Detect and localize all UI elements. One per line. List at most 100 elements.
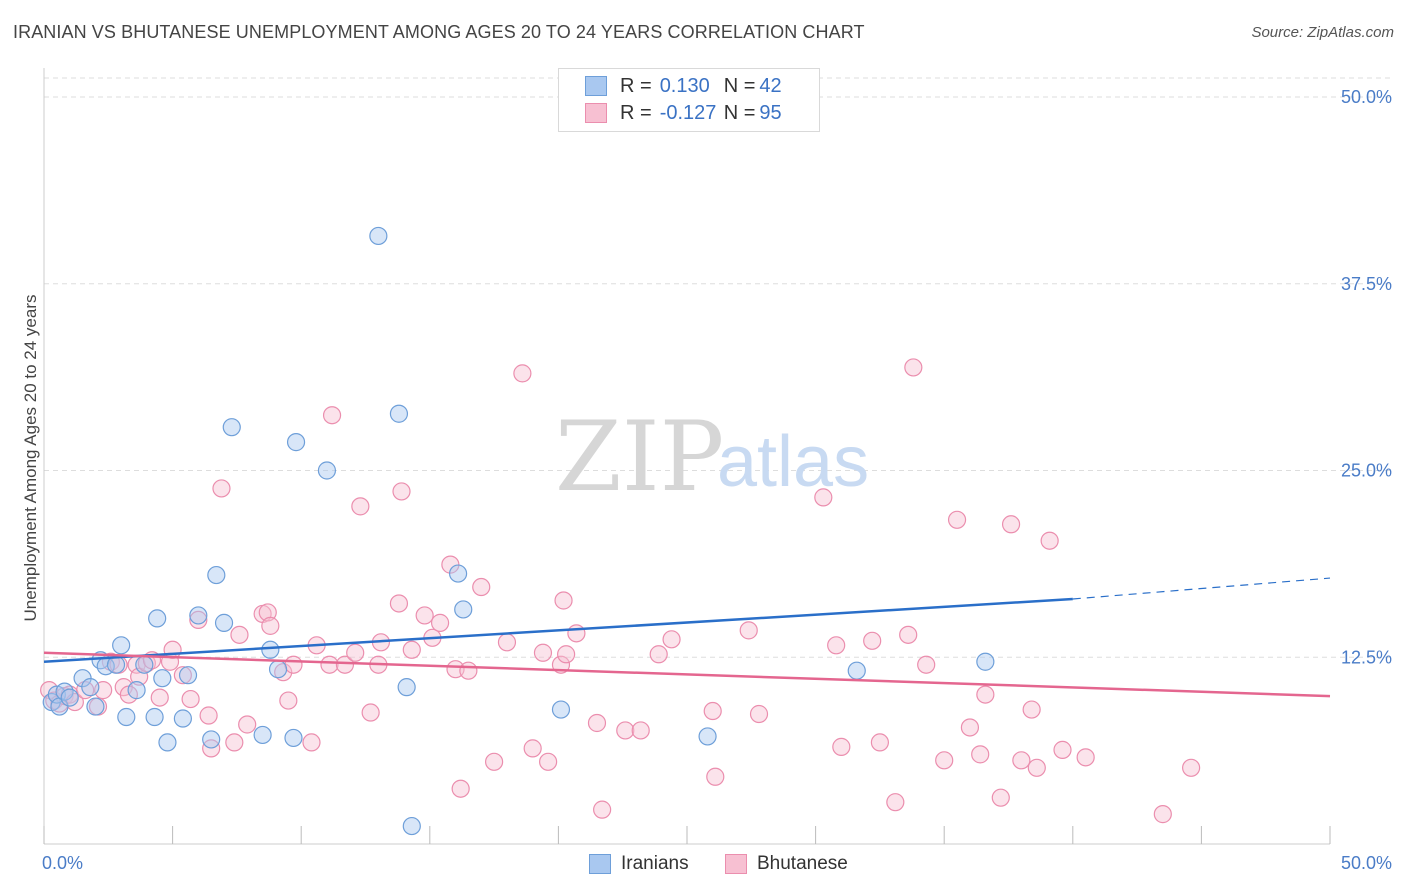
bhutanese-point [1027,758,1046,777]
series-legend-bhutanese-label: Bhutanese [757,853,848,874]
iranian-point [551,700,571,719]
bhutanese-point [917,655,936,674]
bhutanese-point [523,739,542,758]
iranian-point [178,666,198,685]
iranian-point [148,609,167,628]
iranian-point [402,816,421,836]
bhutanese-point [631,721,650,740]
bhutanese-point [814,488,833,507]
iranian-point [86,697,105,716]
chart-title: IRANIAN VS BHUTANESE UNEMPLOYMENT AMONG … [13,22,865,42]
bhutanese-point [935,751,954,770]
bhutanese-point [415,606,434,625]
bhutanese-point [199,706,218,725]
bhutanese-point [539,752,558,771]
bhutanese-point [322,406,342,425]
y-tick-label: 25.0% [1341,461,1392,481]
bhutanese-point [459,661,478,680]
bhutanese-point [258,603,277,622]
bhutanese-point [389,594,409,613]
x-tick-label: 50.0% [1341,853,1392,873]
series-legend-iranians-label: Iranians [621,853,689,874]
grid-lines [44,77,1392,658]
iranian-point [222,418,241,437]
bhutanese-point [703,701,722,721]
iranian-point [60,688,79,707]
bhutanese-point [947,510,967,529]
bhutanese-point [76,681,95,700]
series-legend-iranians-swatch [589,854,611,874]
bhutanese-point [150,688,169,707]
bhutanese-swatch [585,103,607,123]
bhutanese-point [212,479,231,498]
iranian-point [284,728,303,748]
bhutanese-r-value: -0.127 [659,101,717,124]
bhutanese-point [827,636,846,655]
bhutanese-point [557,645,576,664]
bhutanese-point [662,630,681,649]
iranian-point [135,655,154,674]
bhutanese-point [361,703,380,722]
iranian-point [448,564,468,583]
bhutanese-point [430,613,450,632]
bhutanese-point [189,610,208,630]
iranian-point [81,678,100,697]
bhutanese-point [567,624,586,643]
bhutanese-point [279,691,298,710]
bhutanese-point [971,745,990,764]
bhutanese-point [485,752,504,771]
iranian-point [189,606,208,625]
iranian-point [214,613,234,632]
bhutanese-point [392,482,411,501]
tick-labels: 12.5% 25.0% 37.5% 50.0% 0.0% 50.0% [42,87,1392,873]
iranian-point [268,660,288,679]
bhutanese-point [960,718,980,737]
bhutanese-point [706,767,725,786]
axes [43,68,1331,845]
bhutanese-point [832,737,851,756]
watermark-atlas: atlas [717,422,869,502]
bhutanese-point [173,666,192,685]
iranian-point [145,707,164,727]
bhutanese-point [739,621,758,640]
bhutanese-point [533,643,553,662]
bhutanese-points [40,358,1201,824]
iranian-point [847,661,866,680]
bhutanese-point [230,625,249,644]
bhutanese-r-label: R = [620,101,652,124]
bhutanese-point [899,625,918,644]
bhutanese-point [1182,758,1201,777]
bhutanese-point [649,645,668,664]
watermark-zip: ZIP [555,401,724,513]
y-tick-label: 50.0% [1341,87,1392,107]
bhutanese-point [513,364,532,383]
iranian-point [202,730,221,749]
bhutanese-point [1053,740,1072,759]
trend-lines [43,577,1331,698]
iranian-point [389,404,409,423]
bhutanese-point [302,733,321,752]
bhutanese-point [1022,700,1041,719]
iranians-trend-extension [1072,577,1331,600]
iranian-point [153,669,172,688]
bhutanese-point [749,704,769,724]
bhutanese-point [274,663,293,682]
bhutanese-point [616,721,635,740]
legend-row-bhutanese: R = -0.127 N = 95 [585,100,823,126]
bhutanese-point [1153,805,1172,824]
bhutanese-point [1076,748,1095,767]
bhutanese-point [1001,515,1021,534]
iranian-point [127,681,146,700]
iranian-point [261,640,280,659]
x-tick-label: 0.0% [42,853,83,873]
correlation-legend: R = 0.130 N = 42 R = -0.127 N = 95 [558,68,820,132]
iranian-point [112,636,131,655]
bhutanese-trend-line [43,651,1331,698]
iranians-n-label: N = [723,74,756,97]
iranians-r-label: R = [620,74,652,97]
bhutanese-point [587,713,607,733]
y-tick-label: 12.5% [1341,647,1392,667]
bhutanese-n-value: 95 [759,101,782,124]
iranian-point [317,461,337,480]
